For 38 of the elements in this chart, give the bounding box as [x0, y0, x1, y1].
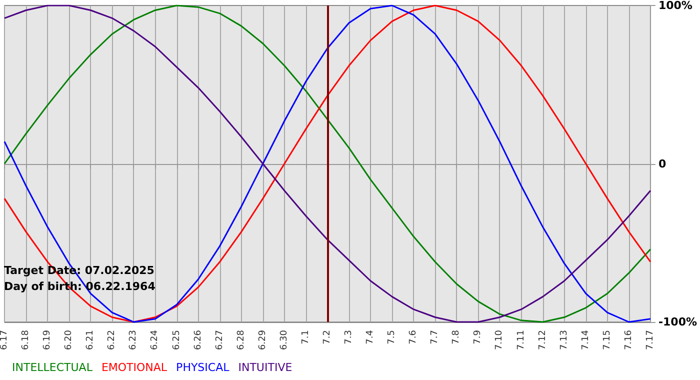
- text: EMOTIONAL: [101, 361, 168, 374]
- x-tick-label: 7.15: [602, 330, 612, 350]
- x-tick-label: 7.10: [494, 330, 505, 350]
- x-tick-label: 6.25: [172, 330, 182, 350]
- x-tick-label: 7.2: [322, 330, 332, 344]
- x-tick-label: 7.9: [473, 330, 484, 344]
- x-tick-label: 6.17: [0, 330, 10, 350]
- x-tick-label: 7.1: [300, 330, 311, 344]
- x-tick-label: 6.27: [214, 330, 225, 350]
- text: INTELLECTUAL: [12, 361, 94, 374]
- x-tick-label: 6.19: [42, 330, 53, 350]
- x-tick-label: 7.13: [559, 330, 570, 350]
- x-tick-label: 7.11: [516, 330, 526, 350]
- x-tick-label: 7.7: [430, 330, 440, 344]
- x-tick-label: 7.3: [344, 330, 354, 344]
- x-tick-label: 7.5: [387, 330, 398, 344]
- x-tick-label: 6.21: [86, 330, 96, 350]
- x-tick-label: 6.24: [150, 330, 160, 350]
- text: INTUITIVE: [238, 361, 292, 374]
- x-tick-label: 7.12: [538, 330, 548, 350]
- x-tick-label: 7.6: [408, 330, 419, 344]
- x-tick-label: 7.16: [624, 330, 634, 350]
- x-tick-label: 7.14: [580, 330, 591, 350]
- x-tick-label: 6.22: [107, 330, 118, 350]
- x-tick-label: 6.26: [193, 330, 204, 350]
- y-tick-label: -100%: [658, 316, 698, 328]
- x-tick-label: 6.20: [64, 330, 74, 350]
- x-tick-label: 7.17: [645, 330, 656, 350]
- x-tick-label: 6.23: [128, 330, 139, 350]
- y-tick-label: 100%: [658, 0, 692, 12]
- y-tick-label: 0: [658, 157, 666, 170]
- x-tick-label: 7.8: [452, 330, 462, 344]
- x-tick-label: 6.29: [258, 330, 268, 350]
- text: PHYSICAL: [176, 361, 230, 374]
- x-tick-label: 6.28: [236, 330, 246, 350]
- x-tick-label: 6.30: [279, 330, 290, 350]
- x-tick-label: 6.18: [21, 330, 32, 350]
- x-tick-label: 7.4: [366, 330, 376, 344]
